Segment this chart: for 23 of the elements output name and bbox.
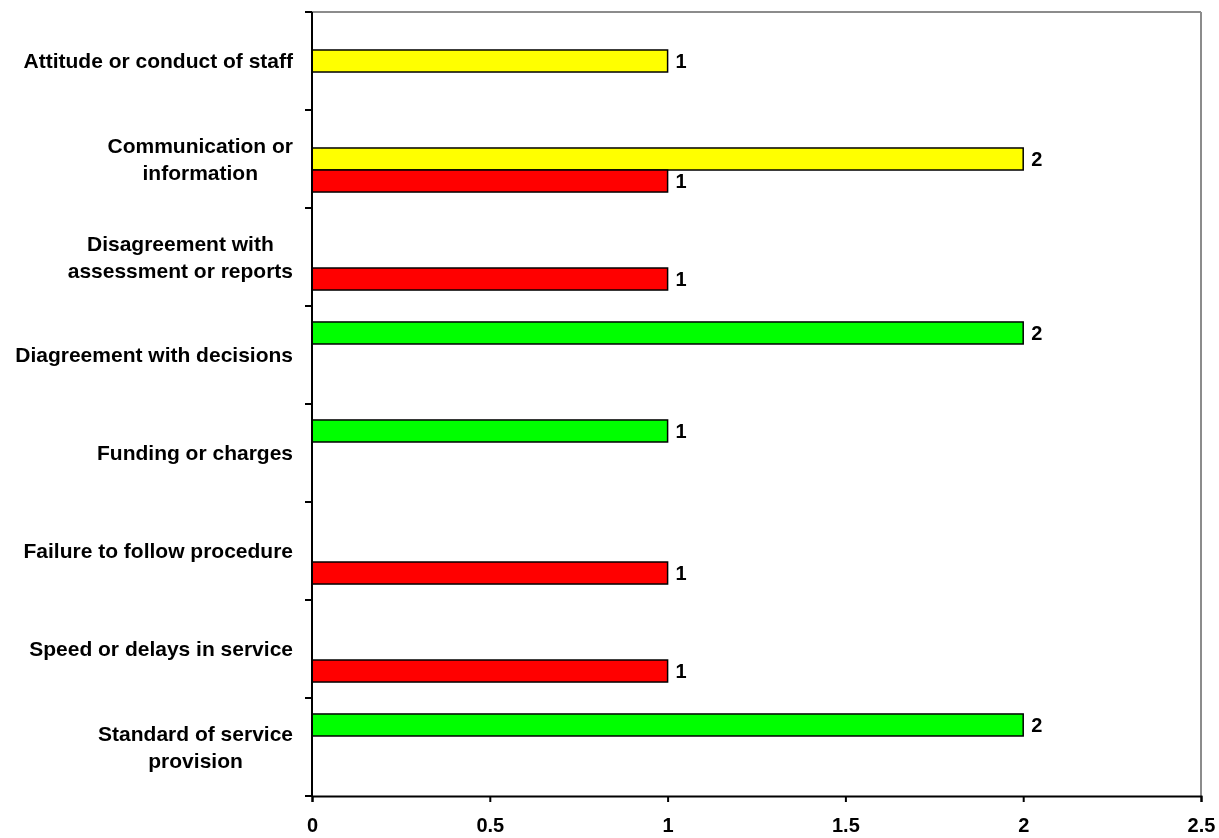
data-label: 2	[1031, 713, 1043, 736]
x-tick-label: 0.5	[476, 814, 505, 837]
x-tick-label: 0	[306, 814, 319, 837]
data-label: 1	[675, 268, 687, 291]
data-label: 1	[675, 170, 687, 193]
data-label: 1	[675, 50, 687, 72]
y-tick-label: Funding or charges	[96, 441, 293, 465]
x-tick-label: 1	[662, 814, 674, 837]
data-label: 2	[1031, 148, 1043, 170]
data-label: 1	[675, 660, 687, 683]
y-tick-label: Diagreement with decisions	[15, 343, 293, 367]
y-tick-label: Communication or information	[107, 133, 293, 184]
y-tick-label: Disagreement with assessment or reports	[67, 231, 293, 282]
x-tick-label: 2	[1018, 814, 1030, 837]
data-label: 1	[675, 562, 687, 585]
y-tick-label: Attitude or conduct of staff	[23, 49, 294, 73]
data-label: 2	[1031, 321, 1043, 344]
y-tick-label: Standard of service provision	[98, 721, 293, 772]
x-tick-label: 1.5	[831, 814, 860, 837]
y-tick-label: Failure to follow procedure	[23, 539, 293, 563]
data-label: 1	[675, 419, 687, 442]
y-tick-label: Speed or delays in service	[29, 637, 293, 661]
x-tick-label: 2.5	[1187, 814, 1216, 837]
